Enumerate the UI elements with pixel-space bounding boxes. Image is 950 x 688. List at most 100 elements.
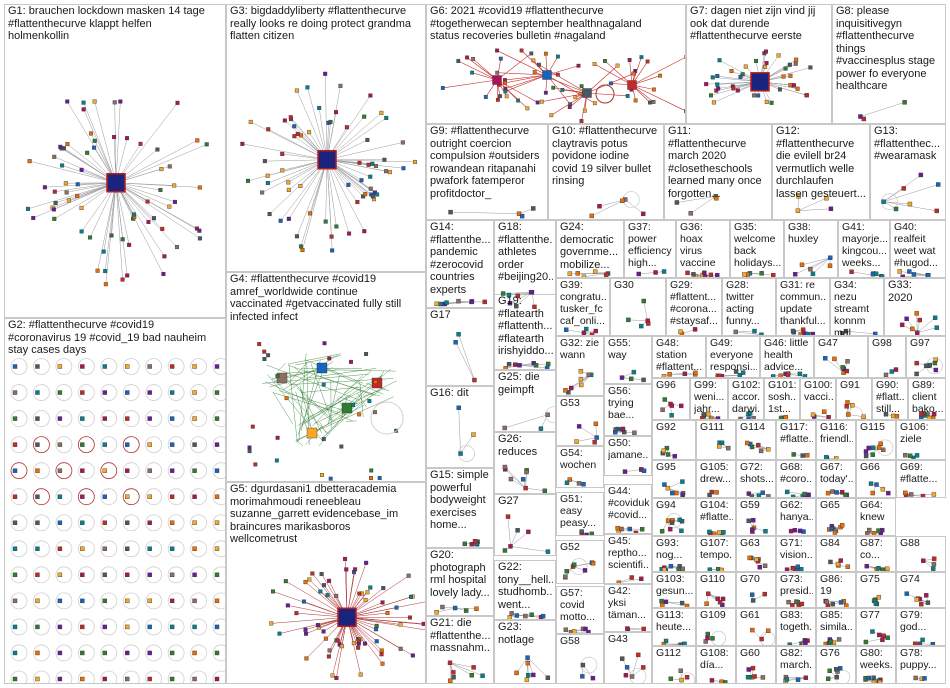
graph-node[interactable] bbox=[822, 409, 827, 414]
graph-node[interactable] bbox=[447, 660, 453, 666]
graph-node[interactable] bbox=[715, 272, 720, 277]
graph-node[interactable] bbox=[738, 74, 743, 79]
graph-node[interactable] bbox=[660, 407, 665, 412]
graph-node[interactable] bbox=[321, 437, 326, 442]
graph-node[interactable] bbox=[506, 292, 512, 298]
graph-node[interactable] bbox=[914, 360, 919, 366]
graph-node[interactable] bbox=[543, 90, 548, 95]
graph-node[interactable] bbox=[505, 514, 511, 519]
graph-node[interactable] bbox=[344, 567, 349, 572]
graph-node[interactable] bbox=[931, 492, 937, 497]
graph-node[interactable] bbox=[641, 298, 646, 304]
graph-node[interactable] bbox=[556, 54, 560, 59]
graph-node[interactable] bbox=[678, 668, 683, 673]
graph-node[interactable] bbox=[75, 193, 80, 198]
graph-node[interactable] bbox=[674, 490, 679, 496]
graph-node[interactable] bbox=[709, 678, 715, 683]
graph-node[interactable] bbox=[810, 412, 816, 417]
graph-node[interactable] bbox=[451, 675, 456, 680]
graph-node[interactable] bbox=[365, 137, 370, 142]
graph-node[interactable] bbox=[125, 273, 130, 278]
graph-node[interactable] bbox=[146, 219, 151, 224]
graph-node[interactable] bbox=[829, 526, 834, 532]
graph-node[interactable] bbox=[506, 362, 512, 367]
graph-node[interactable] bbox=[80, 676, 85, 682]
graph-node[interactable] bbox=[448, 678, 453, 683]
graph-node[interactable] bbox=[508, 544, 513, 549]
graph-node[interactable] bbox=[543, 51, 548, 56]
graph-node[interactable] bbox=[871, 675, 876, 680]
graph-node[interactable] bbox=[923, 363, 929, 369]
graph-node[interactable] bbox=[914, 311, 919, 316]
graph-node[interactable] bbox=[307, 211, 312, 216]
graph-node[interactable] bbox=[346, 182, 351, 187]
hub-node[interactable] bbox=[337, 607, 357, 627]
graph-node[interactable] bbox=[214, 364, 220, 369]
graph-node[interactable] bbox=[623, 673, 629, 678]
graph-node[interactable] bbox=[529, 612, 534, 617]
graph-node[interactable] bbox=[932, 360, 938, 366]
graph-node[interactable] bbox=[323, 636, 328, 641]
graph-node[interactable] bbox=[103, 269, 108, 274]
graph-node[interactable] bbox=[125, 624, 130, 630]
graph-node[interactable] bbox=[80, 520, 85, 525]
graph-node[interactable] bbox=[515, 293, 520, 299]
graph-node[interactable] bbox=[195, 138, 200, 143]
graph-node[interactable] bbox=[80, 442, 85, 447]
graph-node[interactable] bbox=[756, 442, 761, 448]
graph-node[interactable] bbox=[646, 321, 651, 326]
graph-node[interactable] bbox=[592, 62, 597, 66]
graph-node[interactable] bbox=[886, 490, 891, 496]
graph-node[interactable] bbox=[303, 580, 308, 585]
graph-node[interactable] bbox=[876, 594, 882, 600]
graph-node[interactable] bbox=[92, 99, 97, 104]
graph-node[interactable] bbox=[551, 85, 556, 90]
graph-node[interactable] bbox=[745, 675, 751, 680]
graph-node[interactable] bbox=[334, 593, 339, 598]
graph-node[interactable] bbox=[684, 54, 686, 59]
graph-node[interactable] bbox=[384, 115, 389, 120]
graph-node[interactable] bbox=[845, 400, 850, 405]
graph-node[interactable] bbox=[525, 106, 530, 111]
graph-node[interactable] bbox=[769, 100, 774, 105]
graph-node[interactable] bbox=[576, 63, 581, 68]
graph-node[interactable] bbox=[12, 546, 18, 551]
graph-node[interactable] bbox=[365, 590, 370, 595]
graph-node[interactable] bbox=[327, 648, 332, 653]
graph-node[interactable] bbox=[319, 473, 324, 477]
graph-node[interactable] bbox=[80, 468, 85, 473]
graph-node[interactable] bbox=[710, 636, 715, 641]
graph-node[interactable] bbox=[788, 73, 793, 78]
graph-node[interactable] bbox=[35, 520, 40, 525]
graph-node[interactable] bbox=[874, 482, 879, 487]
graph-node[interactable] bbox=[125, 390, 130, 395]
graph-node[interactable] bbox=[578, 376, 584, 382]
graph-node[interactable] bbox=[787, 62, 792, 67]
graph-node[interactable] bbox=[684, 675, 690, 680]
graph-node[interactable] bbox=[80, 650, 85, 656]
graph-node[interactable] bbox=[526, 529, 531, 535]
graph-node[interactable] bbox=[502, 425, 507, 431]
graph-node[interactable] bbox=[705, 635, 710, 641]
graph-node[interactable] bbox=[750, 598, 756, 603]
graph-node[interactable] bbox=[871, 531, 877, 535]
graph-node[interactable] bbox=[167, 164, 172, 169]
graph-node[interactable] bbox=[284, 396, 289, 401]
graph-node[interactable] bbox=[421, 621, 426, 626]
graph-node[interactable] bbox=[715, 596, 720, 601]
graph-node[interactable] bbox=[785, 372, 791, 377]
graph-node[interactable] bbox=[286, 187, 291, 192]
hub-node[interactable] bbox=[317, 150, 337, 170]
graph-node[interactable] bbox=[338, 83, 343, 88]
graph-node[interactable] bbox=[760, 490, 765, 495]
hub-node[interactable] bbox=[341, 402, 353, 414]
graph-node[interactable] bbox=[295, 131, 300, 136]
graph-node[interactable] bbox=[564, 480, 570, 485]
graph-node[interactable] bbox=[407, 615, 412, 620]
graph-node[interactable] bbox=[533, 363, 539, 368]
graph-node[interactable] bbox=[564, 569, 569, 574]
graph-node[interactable] bbox=[631, 369, 637, 375]
graph-node[interactable] bbox=[873, 271, 879, 276]
graph-node[interactable] bbox=[57, 416, 63, 421]
graph-node[interactable] bbox=[567, 271, 573, 276]
